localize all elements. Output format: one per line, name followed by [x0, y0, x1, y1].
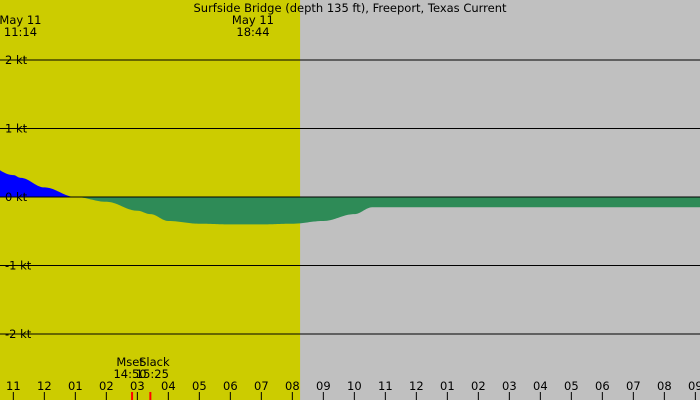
event-time: 14:50: [113, 367, 146, 381]
ebb-current-area: [0, 197, 700, 225]
x-tick-label: 09: [316, 379, 331, 393]
top-marker-time: 18:44: [236, 25, 269, 39]
top-marker-time: 11:14: [4, 25, 37, 39]
x-tick-label: 02: [99, 379, 114, 393]
x-tick-label: 06: [223, 379, 238, 393]
x-tick-label: 11: [378, 379, 393, 393]
chart-title: Surfside Bridge (depth 135 ft), Freeport…: [193, 1, 507, 15]
top-marker-date: May 11: [0, 13, 41, 27]
y-tick-label: -1 kt: [5, 259, 32, 273]
y-tick-label: 0 kt: [5, 190, 28, 204]
x-tick-label: 12: [37, 379, 52, 393]
y-tick-label: 2 kt: [5, 53, 28, 67]
x-tick-label: 10: [347, 379, 362, 393]
y-axis-labels: 2 kt 1 kt 0 kt -1 kt -2 kt: [5, 53, 32, 341]
x-axis-ticks: 11 12 01 02 03 04 05 06 07 08 09 10 11 12 01 02 03 04 05 06…: [6, 379, 700, 400]
top-marker-date: May 11: [232, 13, 274, 27]
event-name: Slack: [139, 355, 170, 369]
y-tick-label: -2 kt: [5, 327, 32, 341]
x-tick-label: 01: [68, 379, 83, 393]
x-tick-label: 07: [626, 379, 641, 393]
x-tick-label: 07: [254, 379, 269, 393]
event-tick-marker: [131, 392, 134, 400]
x-tick-label: 04: [533, 379, 548, 393]
x-tick-label: 03: [130, 379, 145, 393]
event-tick-marker: [149, 392, 152, 400]
event-time: 15:25: [136, 367, 169, 381]
x-tick-label: 08: [285, 379, 300, 393]
x-tick-label: 01: [440, 379, 455, 393]
x-tick-label: 03: [502, 379, 517, 393]
x-tick-label: 05: [564, 379, 579, 393]
x-tick-label: 12: [409, 379, 424, 393]
x-tick-label: 02: [471, 379, 486, 393]
x-tick-label: 05: [192, 379, 207, 393]
current-areas: [0, 170, 700, 225]
x-tick-label: 11: [6, 379, 21, 393]
x-tick-label: 08: [657, 379, 672, 393]
x-tick-label: 04: [161, 379, 176, 393]
x-tick-label: 09: [688, 379, 700, 393]
y-gridlines: [0, 59, 700, 335]
y-tick-label: 1 kt: [5, 122, 28, 136]
x-tick-label: 06: [595, 379, 610, 393]
event-name: Mset: [116, 355, 144, 369]
